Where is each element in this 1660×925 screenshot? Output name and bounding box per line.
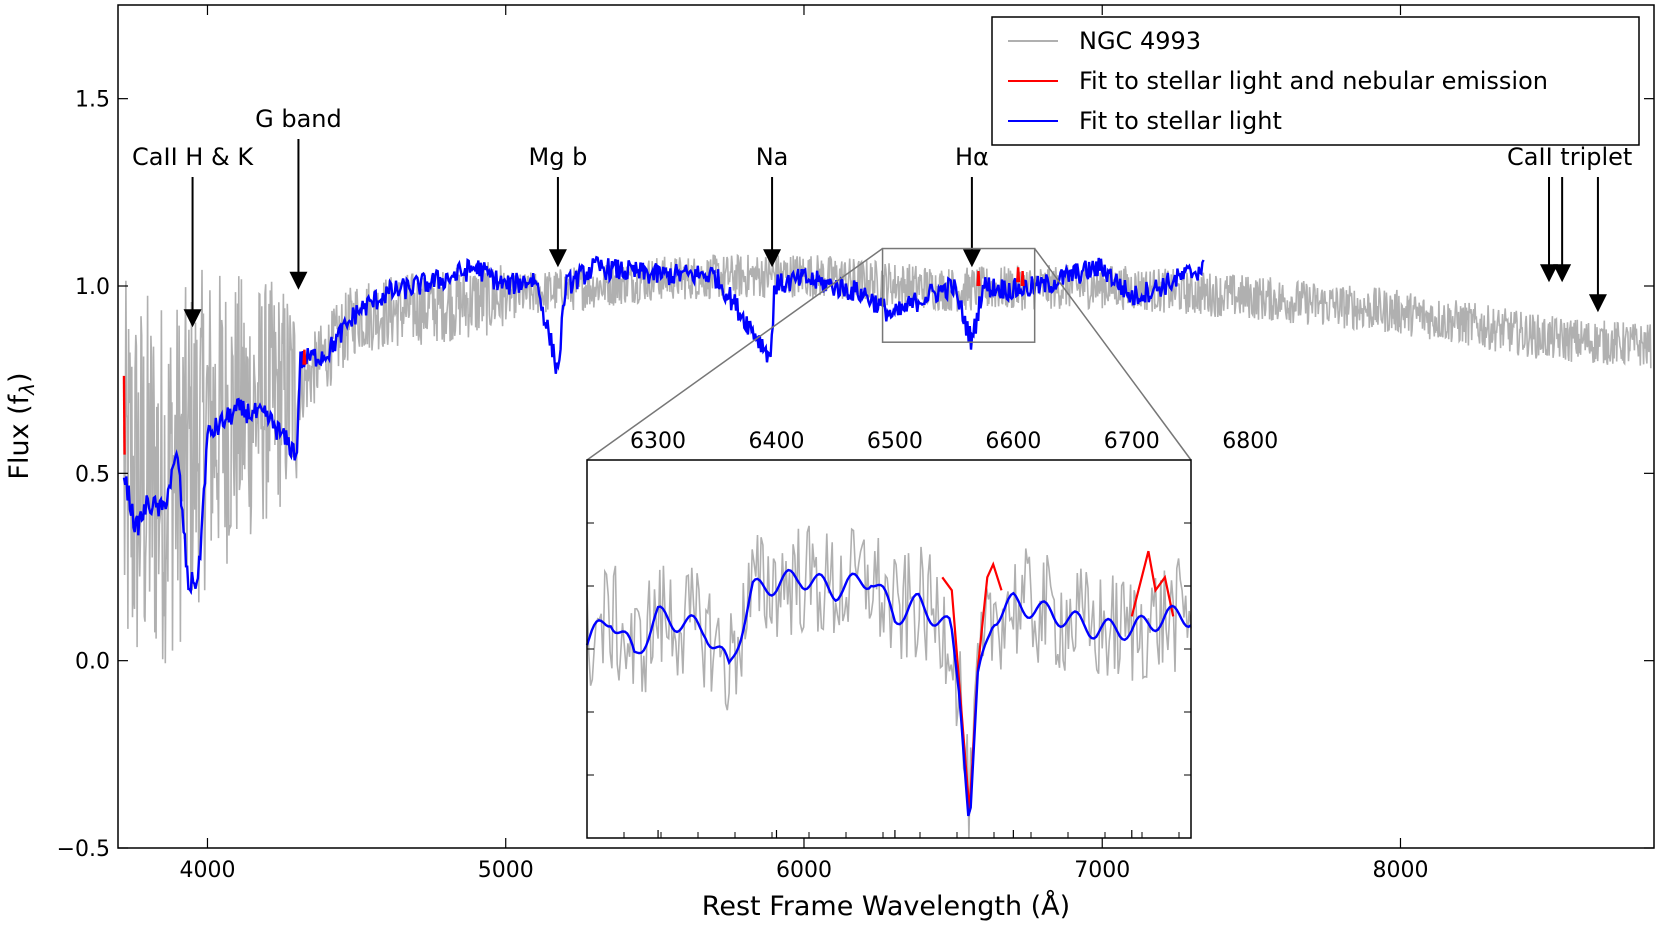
legend-label-nebular-fit: Fit to stellar light and nebular emissio…: [1079, 67, 1548, 95]
nebular-emission-peak: [302, 349, 307, 365]
inset-connector-right: [1034, 248, 1192, 461]
inset-stellar-fit-line: [585, 568, 1192, 817]
y-tick-label: 0.5: [75, 462, 110, 487]
annotation-label: Hα: [955, 143, 989, 171]
annotation-arrow-head: [1540, 264, 1559, 283]
x-tick-label: 7000: [1074, 858, 1130, 883]
annotation-arrow-head: [1553, 264, 1572, 283]
nebular-emission-peak: [976, 270, 981, 287]
x-tick-label: 4000: [179, 858, 235, 883]
annotation-arrow-head: [962, 249, 981, 268]
annotation-label: Mg b: [529, 143, 588, 171]
annotation-arrow-head: [548, 249, 567, 268]
y-tick-label: −0.5: [57, 837, 110, 862]
inset-x-tick-label: 6700: [1104, 429, 1160, 454]
inset-source-box: [881, 247, 1036, 343]
plot-frame: [117, 4, 1655, 849]
legend-label-stellar-fit: Fit to stellar light: [1079, 107, 1282, 135]
nebular-emission-peak: [1016, 267, 1021, 283]
inset-x-tick-label: 6800: [1222, 429, 1278, 454]
inset-x-tick-label: 6500: [867, 429, 923, 454]
annotation-label: G band: [255, 105, 342, 133]
annotation-arrow-head: [763, 249, 782, 268]
x-axis-title: Rest Frame Wavelength (Å): [702, 890, 1070, 922]
x-tick-label: 5000: [478, 858, 534, 883]
series-nebular-fit-line: [122, 375, 126, 455]
inset: 6300 6400 6500 6600 6700 6800: [586, 247, 1278, 839]
legend: NGC 4993 Fit to stellar light and nebula…: [991, 16, 1640, 146]
inset-x-tick-label: 6300: [630, 429, 686, 454]
inset-x-tick-label: 6600: [985, 429, 1041, 454]
inset-series-group: [585, 525, 1192, 839]
x-tick-label: 8000: [1372, 858, 1428, 883]
annotation-arrow-head: [1588, 294, 1607, 313]
y-axis-title: Flux (fλ): [4, 372, 39, 479]
y-tick-label: 1.0: [75, 275, 110, 300]
annotation-arrow-head: [183, 309, 202, 328]
nebular-emission-peak: [1020, 270, 1025, 287]
legend-label-ngc4993: NGC 4993: [1079, 27, 1201, 55]
y-tick-label: 1.5: [75, 88, 110, 113]
annotation-arrow-head: [289, 271, 308, 290]
axis-ticks: 4000 5000 6000 7000 8000 −0.5 0.0 0.5 1.0 1.5: [57, 5, 1654, 883]
x-tick-label: 6000: [776, 858, 832, 883]
line-annotations: CaII H & KG band Mg b Na Hα CaII triplet: [132, 105, 1632, 328]
inset-ticks: 6300 6400 6500 6600 6700 6800: [587, 429, 1278, 838]
annotation-label: CaII H & K: [132, 143, 254, 171]
main-series-group: [122, 253, 1652, 664]
inset-connector-left: [586, 247, 883, 461]
inset-x-tick-label: 6400: [748, 429, 804, 454]
y-tick-label: 0.0: [75, 650, 110, 675]
annotation-label: CaII triplet: [1507, 143, 1632, 171]
series-ngc4993-line: [123, 253, 1652, 664]
legend-box: [991, 16, 1640, 146]
annotation-label: Na: [756, 143, 789, 171]
